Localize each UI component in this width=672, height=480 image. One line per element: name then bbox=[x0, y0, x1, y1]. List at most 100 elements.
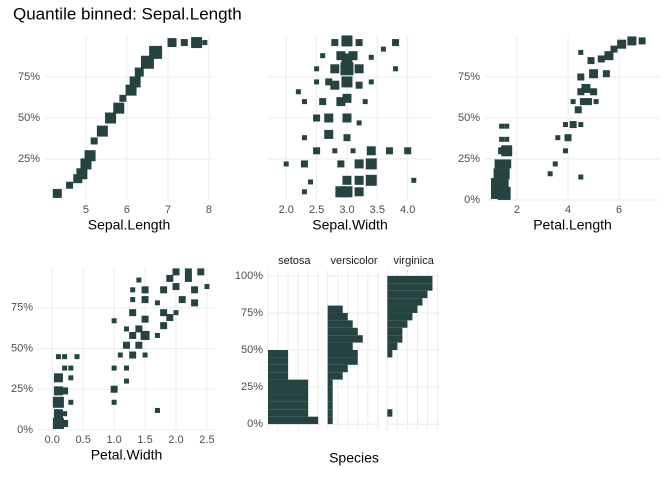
bin-square bbox=[314, 79, 320, 85]
bin-square bbox=[308, 179, 314, 185]
bar bbox=[387, 409, 393, 417]
bin-square bbox=[142, 352, 148, 358]
y-tick-label: 25% bbox=[11, 383, 33, 395]
bin-square bbox=[178, 296, 186, 304]
bin-square bbox=[499, 123, 505, 129]
bin-square bbox=[340, 62, 354, 76]
bin-square bbox=[129, 351, 137, 359]
x-tick-label: 4 bbox=[565, 204, 571, 216]
y-tick-label: 75% bbox=[11, 302, 33, 314]
bin-square bbox=[76, 168, 88, 180]
bin-square bbox=[577, 88, 585, 96]
y-tick-label: 25% bbox=[241, 381, 263, 393]
bin-square bbox=[105, 112, 117, 124]
bin-square bbox=[141, 315, 149, 323]
bin-square bbox=[597, 55, 605, 63]
bin-square bbox=[578, 122, 584, 128]
bin-square bbox=[172, 283, 180, 291]
bin-square bbox=[325, 78, 333, 86]
bin-square bbox=[341, 35, 353, 47]
x-axis-title: Sepal.Length bbox=[88, 217, 171, 233]
bin-square bbox=[581, 83, 591, 93]
bar bbox=[327, 327, 358, 336]
bin-square bbox=[498, 168, 510, 180]
bin-square bbox=[354, 187, 364, 197]
x-tick-label: 2 bbox=[514, 204, 520, 216]
bin-square bbox=[74, 354, 80, 360]
bin-square bbox=[385, 147, 393, 155]
x-tick-label: 2.5 bbox=[199, 434, 214, 446]
bin-square bbox=[332, 148, 338, 154]
bin-square bbox=[96, 125, 108, 137]
bin-square bbox=[638, 37, 646, 45]
bin-square bbox=[564, 134, 572, 142]
bin-square bbox=[589, 69, 599, 79]
bin-square bbox=[341, 53, 353, 65]
bin-square bbox=[283, 161, 289, 167]
bin-square bbox=[547, 171, 553, 177]
bin-square bbox=[593, 99, 599, 105]
bin-square bbox=[90, 137, 98, 145]
bin-square bbox=[129, 309, 137, 317]
bin-square bbox=[130, 297, 136, 303]
bar bbox=[268, 394, 309, 402]
bin-square bbox=[380, 46, 386, 52]
bin-square bbox=[494, 159, 504, 169]
bin-square bbox=[52, 396, 64, 408]
x-tick-label: 6 bbox=[616, 204, 622, 216]
bin-square bbox=[365, 174, 377, 186]
bin-square bbox=[411, 177, 417, 183]
x-tick-label: 0.0 bbox=[45, 434, 60, 446]
bin-square bbox=[202, 40, 208, 46]
bin-square bbox=[62, 354, 68, 360]
bin-square bbox=[579, 98, 587, 106]
bin-square bbox=[362, 99, 368, 105]
y-tick-label: 50% bbox=[241, 344, 263, 356]
bin-square bbox=[341, 76, 353, 88]
bin-square bbox=[184, 274, 192, 282]
bin-square bbox=[68, 399, 74, 405]
bin-square bbox=[167, 38, 177, 48]
bin-square bbox=[53, 373, 63, 383]
bin-square bbox=[341, 186, 353, 198]
x-tick-label: 2.5 bbox=[309, 204, 324, 216]
bin-square bbox=[320, 53, 326, 59]
x-tick-label: 1.5 bbox=[137, 434, 152, 446]
bin-square bbox=[365, 158, 377, 170]
bar bbox=[268, 364, 289, 373]
bar bbox=[387, 283, 433, 291]
x-tick-label: 8 bbox=[206, 204, 212, 216]
bin-square bbox=[490, 178, 502, 190]
y-tick-label: 75% bbox=[241, 307, 263, 319]
bar bbox=[268, 416, 319, 425]
bin-square bbox=[356, 120, 362, 126]
facet-label: versicolor bbox=[330, 255, 377, 267]
bar bbox=[387, 342, 398, 350]
bin-square bbox=[52, 417, 64, 429]
y-tick-label: 50% bbox=[458, 112, 480, 124]
bin-square bbox=[204, 284, 210, 290]
bin-square bbox=[604, 51, 614, 61]
x-tick-label: 3.0 bbox=[339, 204, 354, 216]
bin-square bbox=[80, 158, 92, 170]
bin-square bbox=[617, 39, 627, 49]
bin-square bbox=[191, 299, 199, 307]
x-tick-label: 6 bbox=[124, 204, 130, 216]
bar bbox=[327, 372, 343, 380]
bin-square bbox=[368, 79, 374, 85]
bar bbox=[327, 409, 333, 417]
bin-square bbox=[502, 159, 512, 169]
x-tick-label: 4.0 bbox=[400, 204, 415, 216]
bin-square bbox=[111, 318, 117, 324]
bin-square bbox=[140, 330, 150, 340]
bin-square bbox=[154, 332, 160, 338]
bin-square bbox=[123, 341, 130, 349]
bar bbox=[387, 298, 423, 306]
bar bbox=[327, 379, 333, 388]
bin-square bbox=[490, 187, 502, 199]
bin-square bbox=[191, 37, 203, 49]
bar bbox=[327, 387, 333, 395]
x-axis-title: Sepal.Width bbox=[312, 217, 387, 233]
bin-square bbox=[552, 161, 558, 167]
bar bbox=[327, 312, 348, 321]
